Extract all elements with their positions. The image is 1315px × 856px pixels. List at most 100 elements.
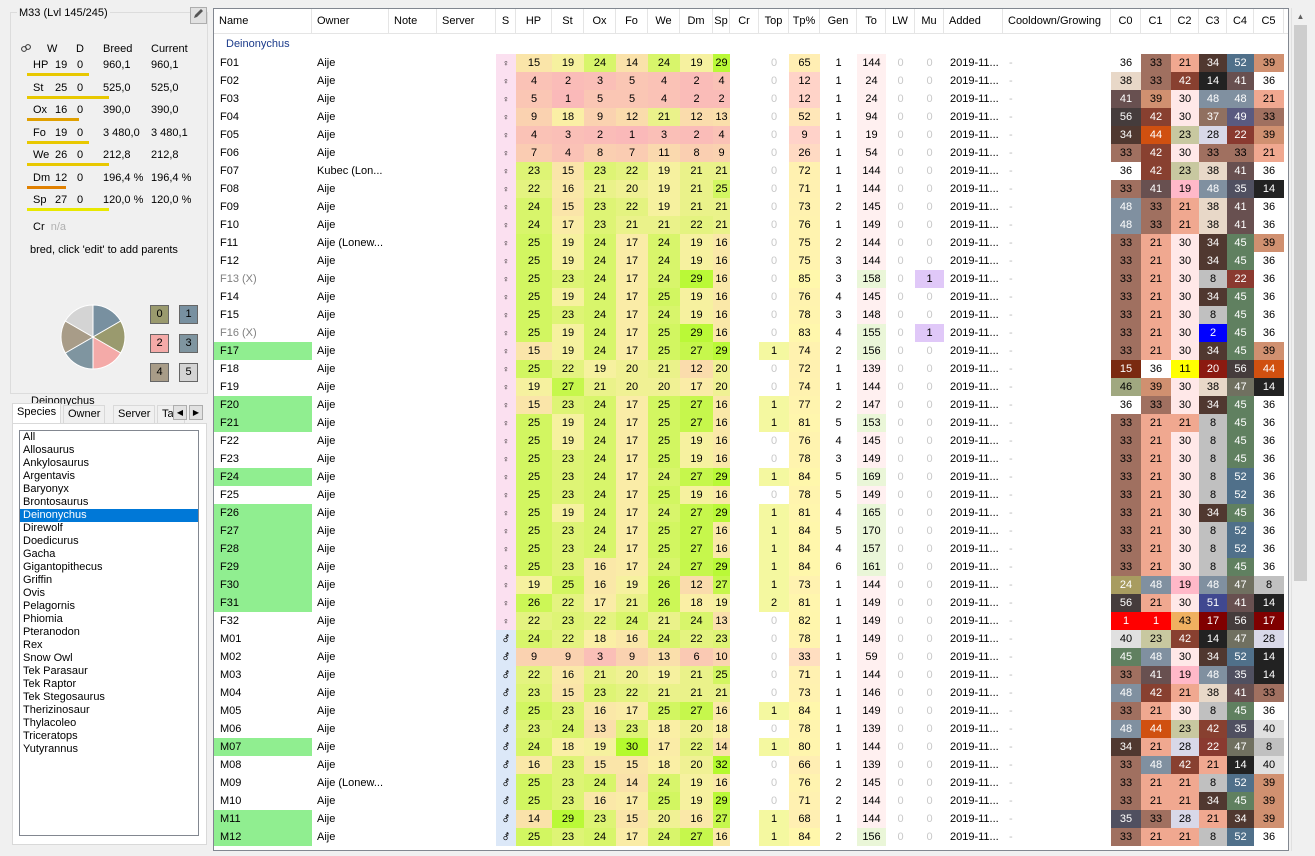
table-row[interactable]: F07 Kubec (Lon... ♀ 23 15 23 22 19 21 21 0 72 1 144 0 0… (214, 162, 1288, 180)
table-row[interactable]: F02 Aije ♀ 4 2 3 5 4 2 4 0 12 1 24 0 0 2019-11... -38 33 42… (214, 72, 1288, 90)
column-header-dm[interactable]: Dm (680, 9, 713, 34)
color-region-0[interactable]: 0 (150, 305, 169, 324)
column-header-c4[interactable]: C4 (1227, 9, 1254, 34)
table-row[interactable]: F13 (X) Aije ♀ 25 23 24 17 24 29 16 0 85 3 158 0 1 2019-… (214, 270, 1288, 288)
table-row[interactable]: F24 Aije ♀ 25 23 24 17 24 27 29 1 84 5 169 0 0 2019-11..… (214, 468, 1288, 486)
table-row[interactable]: F08 Aije ♀ 22 16 21 20 19 21 25 0 71 1 144 0 0 2019-11..… (214, 180, 1288, 198)
table-row[interactable]: F16 (X) Aije ♀ 25 19 24 17 25 29 16 0 83 4 155 0 1 2019-… (214, 324, 1288, 342)
table-row[interactable]: F32 Aije ♀ 22 23 22 24 21 24 13 0 82 1 149 0 0 2019-11..… (214, 612, 1288, 630)
table-row[interactable]: F01 Aije ♀ 15 19 24 14 24 19 29 0 65 1 144 0 0 2019-11..… (214, 54, 1288, 72)
column-header-sp[interactable]: Sp (713, 9, 730, 34)
table-row[interactable]: F30 Aije ♀ 19 25 16 19 26 12 27 1 73 1 144 0 0 2019-11..… (214, 576, 1288, 594)
column-header-c3[interactable]: C3 (1199, 9, 1227, 34)
species-item[interactable]: Griffin (23, 574, 53, 586)
column-header-st[interactable]: St (552, 9, 584, 34)
table-row[interactable]: M06 Aije ⚦ 23 24 13 23 18 20 18 0 78 1 139 0 0 2019-11..… (214, 720, 1288, 738)
table-row[interactable]: F11 Aije (Lonew... ♀ 25 19 24 17 24 19 16 0 75 2 144 0… (214, 234, 1288, 252)
species-item[interactable]: Triceratops (23, 730, 78, 742)
table-row[interactable]: F29 Aije ♀ 25 23 16 17 24 27 29 1 84 6 161 0 0 2019-11..… (214, 558, 1288, 576)
color-region-5[interactable]: 5 (179, 363, 198, 382)
table-row[interactable]: F05 Aije ♀ 4 3 2 1 3 2 4 0 9 1 19 0 0 2019-11... -34 44 23 2… (214, 126, 1288, 144)
table-row[interactable]: F31 Aije ♀ 26 22 17 21 26 18 19 2 81 1 149 0 0 2019-11..… (214, 594, 1288, 612)
species-item[interactable]: Doedicurus (23, 535, 79, 547)
species-item[interactable]: Rex (23, 639, 43, 651)
scroll-up-icon[interactable]: ▲ (1296, 12, 1305, 21)
table-row[interactable]: F26 Aije ♀ 25 19 24 17 24 27 29 1 81 4 165 0 0 2019-11..… (214, 504, 1288, 522)
table-row[interactable]: M12 Aije ⚦ 25 23 24 17 24 27 16 1 84 2 156 0 0 2019-11..… (214, 828, 1288, 846)
species-item[interactable]: Tek Raptor (23, 678, 77, 690)
species-item[interactable]: Thylacoleo (23, 717, 77, 729)
table-row[interactable]: M04 Aije ⚦ 23 15 23 22 21 21 21 0 73 1 146 0 0 2019-11..… (214, 684, 1288, 702)
column-header-server[interactable]: Server (437, 9, 496, 34)
color-region-3[interactable]: 3 (179, 334, 198, 353)
column-header-note[interactable]: Note (389, 9, 437, 34)
column-header-mu[interactable]: Mu (915, 9, 944, 34)
species-item[interactable]: Tek Parasaur (23, 665, 88, 677)
color-region-2[interactable]: 2 (150, 334, 169, 353)
column-header-we[interactable]: We (648, 9, 680, 34)
table-row[interactable]: F03 Aije ♀ 5 1 5 5 4 2 2 0 12 1 24 0 0 2019-11... -41 39 30… (214, 90, 1288, 108)
table-row[interactable]: F15 Aije ♀ 25 23 24 17 24 19 16 0 78 3 148 0 0 2019-11..… (214, 306, 1288, 324)
table-row[interactable]: F14 Aije ♀ 25 19 24 17 25 19 16 0 76 4 145 0 0 2019-11..… (214, 288, 1288, 306)
edit-button[interactable] (190, 7, 207, 24)
color-region-4[interactable]: 4 (150, 363, 169, 382)
tab-species[interactable]: Species (12, 403, 62, 424)
table-row[interactable]: M07 Aije ⚦ 24 18 19 30 17 22 14 1 80 1 144 0 0 2019-11..… (214, 738, 1288, 756)
table-row[interactable]: M11 Aije ⚦ 14 29 23 15 20 16 27 1 68 1 144 0 0 2019-11..… (214, 810, 1288, 828)
species-item[interactable]: Brontosaurus (23, 496, 89, 508)
table-row[interactable]: M05 Aije ⚦ 25 23 16 17 25 27 16 1 84 1 149 0 0 2019-11..… (214, 702, 1288, 720)
column-header-c2[interactable]: C2 (1171, 9, 1199, 34)
species-item[interactable]: Ankylosaurus (23, 457, 90, 469)
table-row[interactable]: F19 Aije ♀ 19 27 21 20 20 17 20 0 74 1 144 0 0 2019-11..… (214, 378, 1288, 396)
column-header-to[interactable]: To (857, 9, 886, 34)
species-item[interactable]: Gigantopithecus (23, 561, 103, 573)
species-item[interactable]: Direwolf (23, 522, 63, 534)
species-list[interactable]: All Allosaurus Ankylosaurus Argentavis Baryo… (19, 430, 199, 836)
vertical-scrollbar[interactable]: ▲ (1291, 8, 1308, 851)
color-region-1[interactable]: 1 (179, 305, 198, 324)
table-row[interactable]: F23 Aije ♀ 25 23 24 17 25 19 16 0 78 3 149 0 0 2019-11..… (214, 450, 1288, 468)
table-row[interactable]: M03 Aije ⚦ 22 16 21 20 19 21 25 0 71 1 144 0 0 2019-11..… (214, 666, 1288, 684)
column-header-name[interactable]: Name (214, 9, 312, 34)
table-row[interactable]: F12 Aije ♀ 25 19 24 17 24 19 16 0 75 3 144 0 0 2019-11..… (214, 252, 1288, 270)
table-row[interactable]: F17 Aije ♀ 15 19 24 17 25 27 29 1 74 2 156 0 0 2019-11..… (214, 342, 1288, 360)
table-row[interactable]: M08 Aije ⚦ 16 23 15 15 18 20 32 0 66 1 139 0 0 2019-11..… (214, 756, 1288, 774)
column-header-c1[interactable]: C1 (1141, 9, 1171, 34)
column-header-c5[interactable]: C5 (1254, 9, 1284, 34)
species-item[interactable]: Pelagornis (23, 600, 75, 612)
species-item[interactable]: Argentavis (23, 470, 75, 482)
column-header-s[interactable]: S (496, 9, 516, 34)
column-header-tp-[interactable]: Tp% (789, 9, 820, 34)
tab-server[interactable]: Server (113, 405, 156, 423)
species-item[interactable]: Gacha (23, 548, 56, 560)
scrollbar-thumb[interactable] (1294, 25, 1307, 581)
species-item[interactable]: Yutyrannus (23, 743, 79, 755)
species-item[interactable]: Tek Stegosaurus (23, 691, 105, 703)
column-header-ox[interactable]: Ox (584, 9, 616, 34)
table-row[interactable]: M09 Aije (Lonew... ⚦ 25 23 24 14 24 19 16 0 76 2 145 0… (214, 774, 1288, 792)
column-header-top[interactable]: Top (759, 9, 789, 34)
column-header-gen[interactable]: Gen (820, 9, 857, 34)
species-item[interactable]: Pteranodon (23, 626, 80, 638)
table-row[interactable]: F10 Aije ♀ 24 17 23 21 21 22 21 0 76 1 149 0 0 2019-11..… (214, 216, 1288, 234)
table-row[interactable]: M02 Aije ⚦ 9 9 3 9 13 6 10 0 33 1 59 0 0 2019-11... -45 48… (214, 648, 1288, 666)
table-row[interactable]: F06 Aije ♀ 7 4 8 7 11 8 9 0 26 1 54 0 0 2019-11... -33 42 3… (214, 144, 1288, 162)
table-row[interactable]: M01 Aije ⚦ 24 22 18 16 24 22 23 0 78 1 149 0 0 2019-11..… (214, 630, 1288, 648)
species-item[interactable]: Baryonyx (23, 483, 69, 495)
table-row[interactable]: F22 Aije ♀ 25 19 24 17 25 19 16 0 76 4 145 0 0 2019-11..… (214, 432, 1288, 450)
table-row[interactable]: F27 Aije ♀ 25 23 24 17 25 27 16 1 84 5 170 0 0 2019-11..… (214, 522, 1288, 540)
tab-right-icon[interactable]: ▶ (189, 405, 203, 420)
column-header-cooldown-growing[interactable]: Cooldown/Growing (1003, 9, 1111, 34)
column-header-owner[interactable]: Owner (312, 9, 389, 34)
species-item[interactable]: Therizinosaur (23, 704, 90, 716)
species-item[interactable]: Snow Owl (23, 652, 73, 664)
column-header-cr[interactable]: Cr (730, 9, 759, 34)
table-row[interactable]: F28 Aije ♀ 25 23 24 17 25 27 16 1 84 4 157 0 0 2019-11..… (214, 540, 1288, 558)
table-row[interactable]: F04 Aije ♀ 9 18 9 12 21 12 13 0 52 1 94 0 0 2019-11... -5… (214, 108, 1288, 126)
column-header-hp[interactable]: HP (516, 9, 552, 34)
column-header-added[interactable]: Added (944, 9, 1003, 34)
column-header-fo[interactable]: Fo (616, 9, 648, 34)
species-item[interactable]: Deinonychus (20, 509, 198, 522)
table-row[interactable]: F18 Aije ♀ 25 22 19 20 21 12 20 0 72 1 139 0 0 2019-11..… (214, 360, 1288, 378)
species-item[interactable]: Allosaurus (23, 444, 75, 456)
